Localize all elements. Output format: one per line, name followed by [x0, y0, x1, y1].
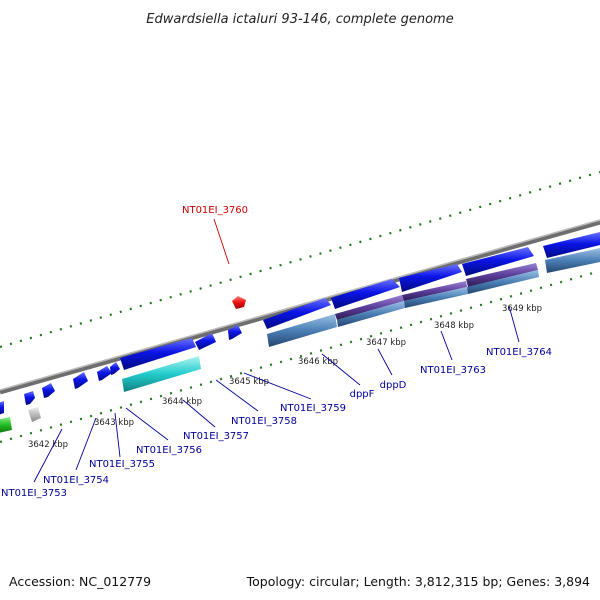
accession-text: Accession: NC_012779 [9, 574, 151, 589]
gene-arrow-highlight [232, 296, 246, 309]
gene-arrow [24, 391, 35, 405]
kbp-label: 3643 kbp [94, 418, 134, 428]
gene-arrow [228, 325, 242, 340]
gene-label: NT01EI_3757 [183, 431, 249, 442]
kbp-label: 3645 kbp [229, 377, 269, 387]
topology-text: Topology: circular; Length: 3,812,315 bp… [246, 574, 590, 589]
feature-band-steel [545, 248, 600, 273]
leader-line [125, 407, 169, 441]
gene-arrow [73, 372, 88, 389]
kbp-label: 3647 kbp [366, 338, 406, 348]
gene-arrow [110, 362, 120, 375]
gene-label: NT01EI_3763 [420, 365, 486, 376]
gene-label: NT01EI_3756 [136, 445, 202, 456]
gene-arrow [42, 383, 55, 398]
gene-label-leaders [33, 305, 520, 483]
feature-track [0, 248, 600, 433]
feature-band-purple [402, 281, 467, 301]
gene-arrow [263, 298, 331, 329]
leader-line-highlight [213, 218, 230, 265]
gene-arrow [195, 333, 216, 350]
outer-dotted-ruler [0, 170, 600, 349]
kbp-label: 3648 kbp [434, 321, 474, 331]
gene-label: NT01EI_3764 [486, 347, 552, 358]
leader-line [114, 412, 121, 458]
gene-label: dppD [380, 380, 407, 391]
leader-line [321, 353, 361, 386]
feature-band-grey [28, 407, 41, 422]
feature-band-purple [466, 263, 538, 287]
kbp-labels: 3642 kbp 3643 kbp 3644 kbp 3645 kbp 3646… [28, 304, 542, 450]
kbp-label: 3644 kbp [162, 397, 202, 407]
gene-label: NT01EI_3758 [231, 416, 297, 427]
outer-tick-ring [0, 170, 600, 349]
gene-label: dppF [350, 389, 375, 400]
gene-arrow [543, 232, 600, 258]
forward-genes [0, 232, 600, 415]
kbp-label: 3642 kbp [28, 440, 68, 450]
feature-band-purple [335, 295, 404, 320]
gene-labels: NT01EI_3753 NT01EI_3754 NT01EI_3755 NT01… [1, 205, 552, 499]
gene-arrow [462, 247, 534, 276]
backbone-highlight [0, 219, 600, 391]
leader-line [243, 372, 312, 400]
map-title: Edwardsiella ictaluri 93-146, complete g… [146, 12, 453, 27]
gene-label: NT01EI_3754 [43, 475, 109, 486]
feature-band-cyan [122, 356, 201, 392]
gene-label-highlight: NT01EI_3760 [182, 205, 248, 216]
leader-line [215, 379, 259, 412]
gene-arrow [0, 401, 4, 415]
feature-band-green [0, 417, 12, 433]
feature-band-steel [467, 270, 539, 294]
leader-line [508, 305, 520, 343]
leader-line [182, 399, 216, 428]
leader-line [33, 428, 63, 483]
leader-line [377, 348, 393, 376]
gene-label: NT01EI_3759 [280, 403, 346, 414]
leader-line [440, 330, 453, 361]
kbp-label: 3649 kbp [502, 304, 542, 314]
feature-band-steel [337, 301, 405, 327]
leader-line [75, 417, 97, 471]
feature-band-steel [404, 287, 468, 308]
kbp-label: 3646 kbp [298, 357, 338, 367]
gene-label: NT01EI_3753 [1, 488, 67, 499]
gene-arrow [120, 338, 196, 370]
gene-arrow [97, 366, 112, 381]
gene-arrow [331, 279, 400, 309]
feature-band-steel [267, 314, 337, 347]
gene-arrow [399, 264, 462, 292]
gene-label: NT01EI_3755 [89, 459, 155, 470]
